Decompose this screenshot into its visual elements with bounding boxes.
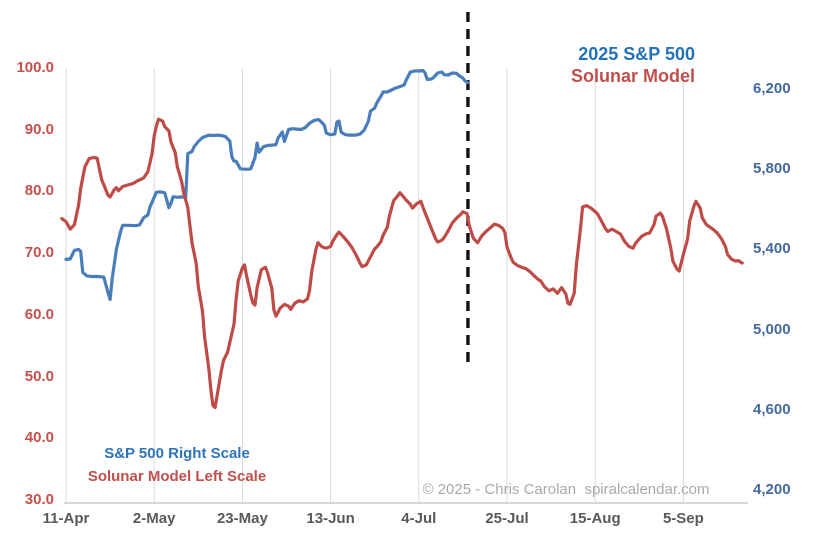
left-axis-tick: 50.0 [24,367,54,385]
title-sp500: 2025 S&P 500 [578,44,695,64]
sp500-line [64,68,470,302]
x-axis-tick: 5-Sep [662,510,704,527]
right-axis-tick: 4,600 [753,400,791,418]
right-axis-tick: 5,400 [753,240,791,258]
left-axis-tick: 30.0 [24,491,54,508]
x-axis-tick: 15-Aug [569,510,621,527]
x-axis-tick: 11-Apr [42,510,90,527]
left-axis-tick: 100.0 [16,59,54,76]
scale-note-solunar: Solunar Model Left Scale [87,468,267,485]
right-axis-tick: 5,800 [753,160,791,178]
left-axis-tick: 60.0 [24,305,54,323]
chart-title: 2025 S&P 500 Solunar Model [571,43,695,87]
x-axis-tick: 2-May [132,510,176,527]
x-axis-tick: 23-May [216,510,268,527]
left-axis-tick: 40.0 [24,429,54,447]
copyright-text: © 2025 - Chris Carolan spiralcalendar.co… [422,481,710,498]
scale-note: S&P 500 Right Scale Solunar Model Left S… [84,442,270,488]
x-axis-tick: 25-Jul [485,510,529,527]
title-solunar: Solunar Model [570,66,695,86]
scale-note-sp500: S&P 500 Right Scale [104,445,250,462]
x-axis-tick: 13-Jun [306,510,355,527]
x-axis-tick: 4-Jul [401,510,437,527]
solunar-model-line [60,117,744,409]
right-axis-tick: 5,000 [753,320,791,338]
right-axis-tick: 4,200 [753,481,791,498]
left-axis-tick: 80.0 [24,182,54,200]
right-axis-tick: 6,200 [753,80,791,97]
left-axis-tick: 70.0 [24,244,54,262]
left-axis-tick: 90.0 [24,120,54,138]
